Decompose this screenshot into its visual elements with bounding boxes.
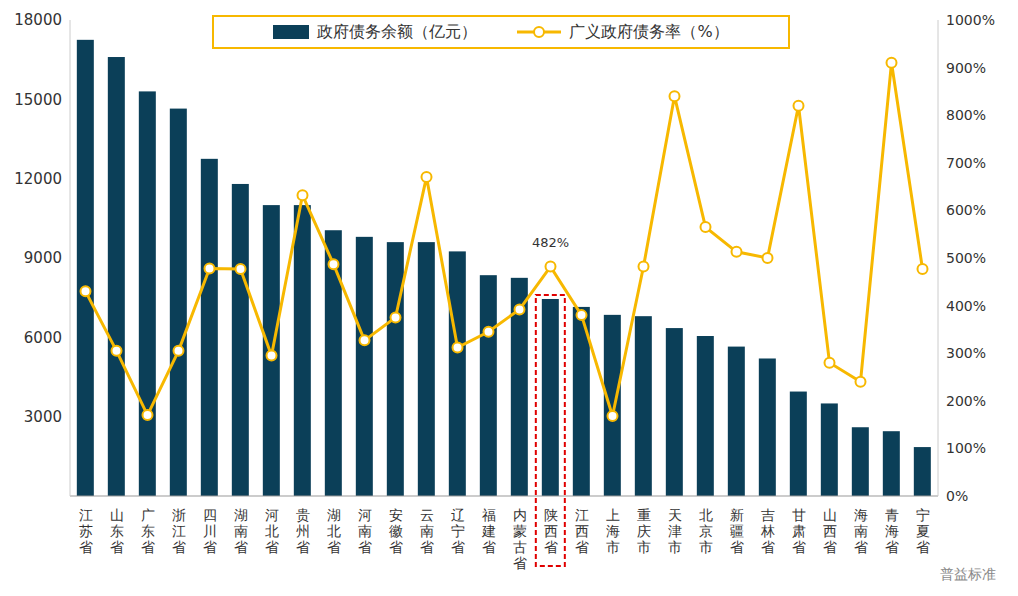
svg-text:500%: 500%: [946, 250, 986, 266]
svg-text:安徽省: 安徽省: [389, 507, 403, 555]
svg-text:12000: 12000: [14, 170, 62, 188]
svg-text:江西省: 江西省: [575, 507, 589, 555]
svg-text:800%: 800%: [946, 107, 986, 123]
svg-text:6000: 6000: [24, 329, 62, 347]
svg-text:200%: 200%: [946, 393, 986, 409]
svg-text:100%: 100%: [946, 440, 986, 456]
svg-text:福建省: 福建省: [481, 507, 496, 555]
svg-text:1000%: 1000%: [946, 12, 995, 28]
svg-text:云南省: 云南省: [420, 507, 434, 555]
svg-text:湖北省: 湖北省: [327, 507, 341, 555]
svg-text:上海市: 上海市: [606, 507, 620, 555]
svg-text:482%: 482%: [532, 235, 569, 250]
svg-text:18000: 18000: [14, 11, 62, 29]
svg-text:山东省: 山东省: [110, 507, 124, 555]
svg-text:新疆省: 新疆省: [730, 507, 744, 555]
svg-text:山西省: 山西省: [823, 507, 837, 555]
svg-text:宁夏省: 宁夏省: [916, 507, 930, 555]
svg-text:300%: 300%: [946, 345, 986, 361]
svg-text:江苏省: 江苏省: [79, 507, 93, 555]
svg-text:重庆市: 重庆市: [637, 507, 651, 555]
svg-text:600%: 600%: [946, 202, 986, 218]
svg-text:浙江省: 浙江省: [172, 507, 186, 555]
svg-text:河南省: 河南省: [358, 507, 372, 555]
svg-text:甘肃省: 甘肃省: [792, 507, 806, 555]
svg-text:辽宁省: 辽宁省: [451, 507, 465, 555]
html-text:政府债务余额（亿元）: 政府债务余额（亿元）: [317, 21, 478, 41]
svg-text:900%: 900%: [946, 60, 986, 76]
html-text:普益标准: 普益标准: [940, 566, 996, 582]
svg-text:9000: 9000: [24, 249, 62, 267]
svg-text:陕西省: 陕西省: [544, 507, 558, 555]
svg-text:700%: 700%: [946, 155, 986, 171]
html-text:广义政府债务率（%）: 广义政府债务率（%）: [569, 21, 729, 41]
svg-text:吉林省: 吉林省: [760, 507, 775, 555]
svg-text:3000: 3000: [24, 408, 62, 426]
svg-text:青海省: 青海省: [885, 507, 899, 555]
svg-text:广东省: 广东省: [141, 507, 155, 555]
svg-text:0%: 0%: [946, 488, 968, 504]
svg-text:四川省: 四川省: [203, 507, 217, 555]
svg-text:湖南省: 湖南省: [234, 507, 248, 555]
svg-text:河北省: 河北省: [265, 507, 279, 555]
svg-text:北京市: 北京市: [699, 507, 713, 555]
svg-text:贵州省: 贵州省: [296, 507, 310, 555]
svg-text:天津市: 天津市: [668, 507, 682, 555]
svg-text:15000: 15000: [14, 91, 62, 109]
svg-text:内蒙古省: 内蒙古省: [513, 507, 527, 571]
svg-text:400%: 400%: [946, 298, 986, 314]
svg-text:海南省: 海南省: [854, 507, 868, 555]
